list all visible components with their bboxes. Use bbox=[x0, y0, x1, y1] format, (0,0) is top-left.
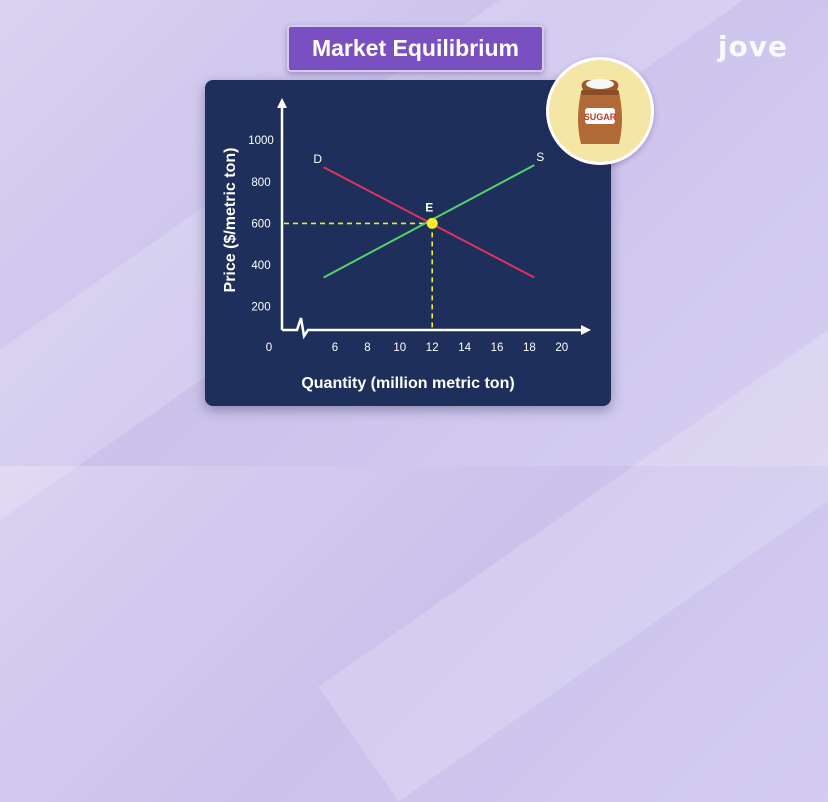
sugar-label: SUGAR bbox=[584, 112, 617, 122]
y-tick-label: 200 bbox=[251, 302, 270, 314]
title-banner: Market Equilibrium bbox=[287, 25, 544, 72]
x-tick-label: 20 bbox=[555, 342, 568, 354]
brand-logo: jove bbox=[717, 30, 788, 63]
x-tick-label: 6 bbox=[332, 342, 338, 354]
x-tick-label: 12 bbox=[426, 342, 439, 354]
demand-label: D bbox=[313, 152, 322, 166]
origin-label: 0 bbox=[266, 342, 272, 354]
x-axis bbox=[282, 317, 591, 340]
supply-label: S bbox=[536, 150, 544, 164]
x-tick-label: 14 bbox=[458, 342, 471, 354]
y-tick-label: 400 bbox=[251, 260, 270, 272]
y-tick-label: 600 bbox=[251, 218, 270, 230]
y-tick-label: 1000 bbox=[248, 135, 274, 147]
equilibrium-label: E bbox=[425, 200, 433, 214]
y-axis-title: Price ($/metric ton) bbox=[222, 148, 239, 293]
page-title: Market Equilibrium bbox=[311, 35, 520, 61]
y-tick-label: 800 bbox=[251, 177, 270, 189]
equilibrium-point bbox=[426, 217, 438, 229]
sugar-bag-icon: SUGAR bbox=[546, 57, 654, 165]
x-tick-label: 10 bbox=[393, 342, 406, 354]
chart-panel: 200 400 600 800 1000 6 8 10 12 14 16 18 20 0 Quantity … bbox=[205, 80, 611, 406]
x-axis-title: Quantity (million metric ton) bbox=[301, 375, 514, 392]
x-tick-label: 8 bbox=[364, 342, 370, 354]
x-tick-label: 18 bbox=[523, 342, 536, 354]
x-tick-label: 16 bbox=[491, 342, 504, 354]
